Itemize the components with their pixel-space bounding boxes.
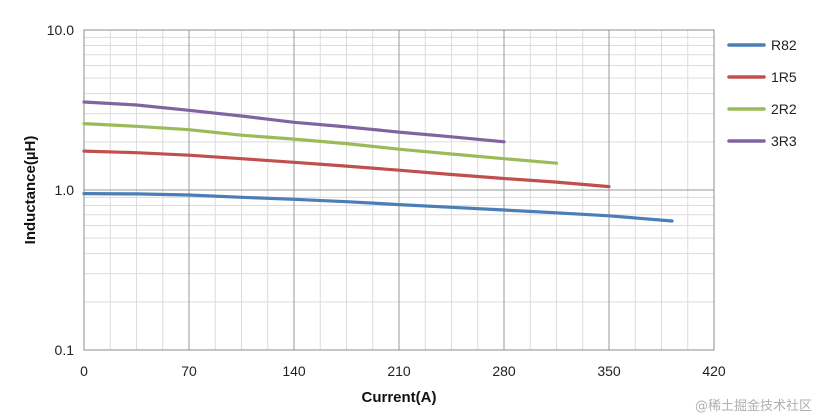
- plot-frame: [83, 29, 715, 351]
- series-line-1r5: [82, 149, 611, 189]
- y-tick-label: 0.1: [55, 342, 75, 358]
- watermark-text: @稀土掘金技术社区: [695, 398, 812, 414]
- x-tick-label: 0: [80, 363, 88, 379]
- legend-label-2r2: 2R2: [771, 101, 797, 117]
- legend-label-1r5: 1R5: [771, 69, 797, 85]
- y-tick-label: 10.0: [47, 22, 74, 38]
- x-tick-label: 140: [282, 363, 306, 379]
- legend: R82 1R5 2R2 3R3: [727, 37, 797, 149]
- x-axis-label: Current(A): [362, 389, 437, 406]
- y-tick-label: 1.0: [55, 182, 75, 198]
- x-tick-labels: 0 70 140 210 280 350 420: [80, 363, 726, 379]
- series-line-2r2: [82, 122, 559, 165]
- x-tick-label: 70: [181, 363, 197, 379]
- y-tick-labels: 0.1 1.0 10.0: [47, 22, 74, 358]
- x-tick-label: 280: [492, 363, 516, 379]
- x-tick-label: 210: [387, 363, 411, 379]
- series-layer: [82, 100, 674, 223]
- legend-label-r82: R82: [771, 37, 797, 53]
- x-tick-label: 350: [597, 363, 621, 379]
- y-axis-label: Inductance(µH): [22, 136, 39, 245]
- x-tick-label: 420: [702, 363, 726, 379]
- series-line-r82: [82, 192, 674, 223]
- series-line-3r3: [82, 100, 506, 144]
- legend-label-3r3: 3R3: [771, 133, 797, 149]
